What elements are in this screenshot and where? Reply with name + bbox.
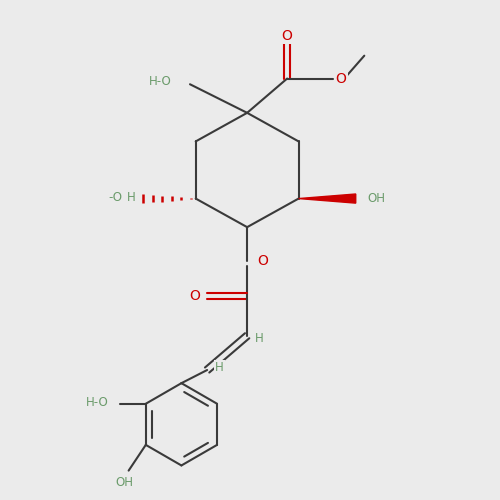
- Text: OH: OH: [115, 476, 133, 488]
- Text: O: O: [336, 72, 346, 86]
- Text: OH: OH: [367, 192, 385, 205]
- Text: O: O: [282, 28, 292, 42]
- Text: O: O: [258, 254, 268, 268]
- Text: H: H: [127, 191, 136, 204]
- Text: -O: -O: [108, 191, 122, 204]
- Text: H-O: H-O: [86, 396, 108, 408]
- Text: H-O: H-O: [149, 75, 172, 88]
- Text: H: H: [216, 360, 224, 374]
- Text: O: O: [189, 288, 200, 302]
- Text: H: H: [256, 332, 264, 345]
- Polygon shape: [298, 194, 356, 203]
